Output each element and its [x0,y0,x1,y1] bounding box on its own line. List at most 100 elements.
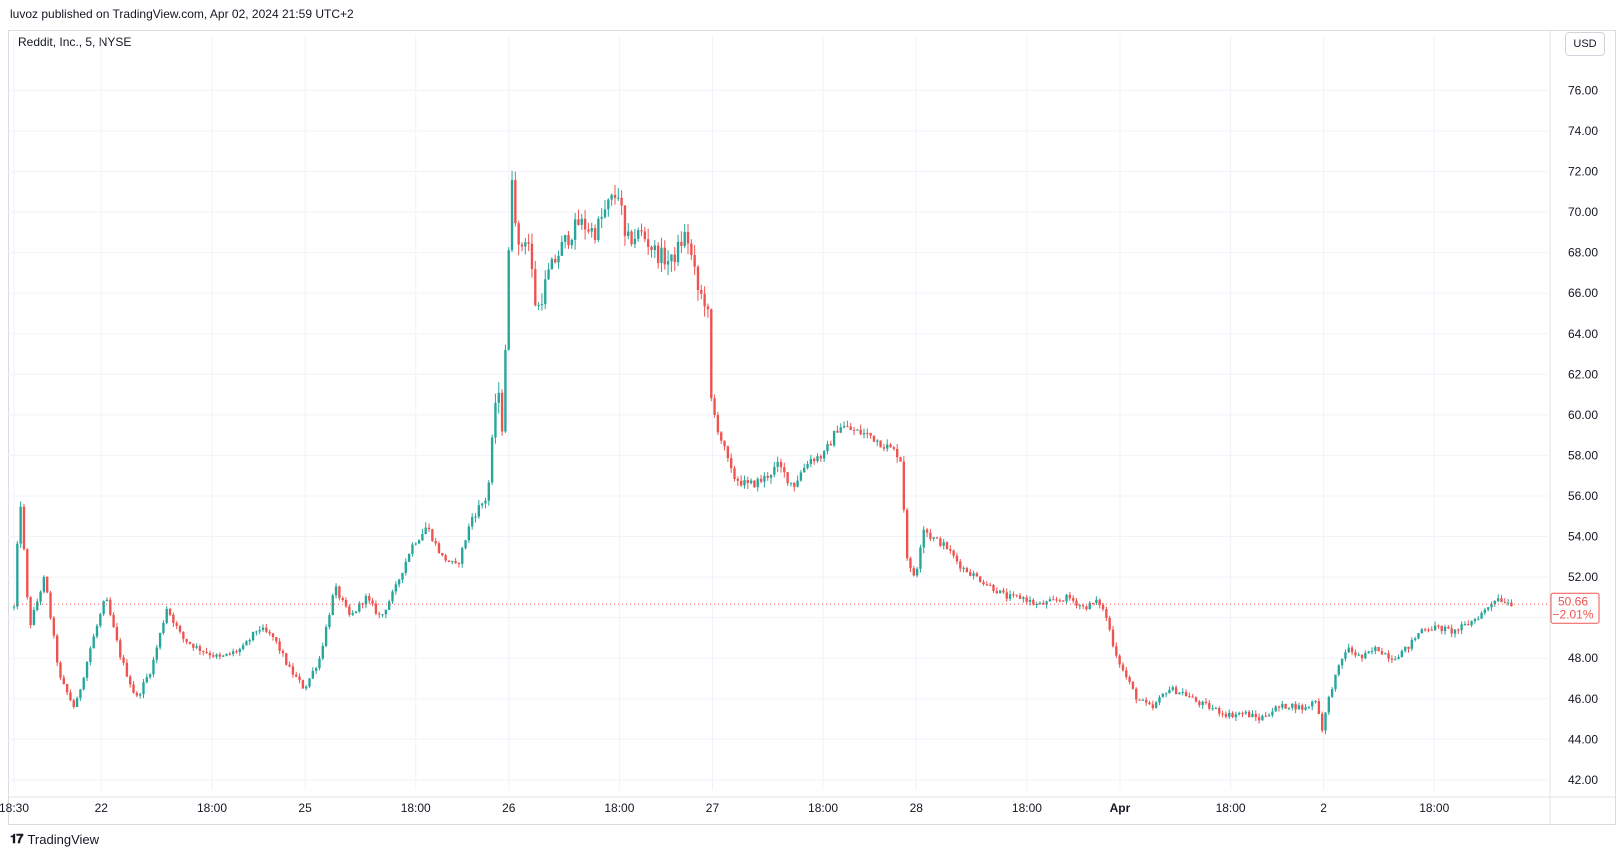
candle-body [1321,713,1324,731]
candle-body [988,584,992,586]
candle-body [1161,693,1164,698]
candle-body [341,597,344,601]
candle-body [620,197,623,206]
candle-body [135,692,139,696]
candle-body [138,694,142,696]
candle-body [285,653,288,665]
price-tick-label: 66.00 [1568,286,1598,300]
candle-body [500,392,504,432]
candle-body [1447,626,1450,629]
candle-body [1324,712,1327,731]
candle-body [879,440,882,448]
candle-body [1138,699,1141,701]
price-tick-label: 62.00 [1568,367,1598,381]
candle-body [1018,595,1022,599]
candle-body [471,517,474,527]
candle-body [105,599,109,602]
candle-body [597,218,600,241]
candle-body [1440,625,1443,632]
candle-body [182,631,185,639]
candle-body [563,234,567,242]
candle-body [1404,646,1407,651]
candle-body [394,584,398,592]
candle-body [909,558,912,569]
candle-body [1460,624,1463,631]
candle-body [46,576,49,593]
candle-body [1307,706,1311,708]
candle-body [872,435,876,442]
candle-body [451,561,454,563]
candle-body [461,548,464,564]
candle-body [388,601,391,610]
candle-body [829,443,832,446]
candle-body [1503,601,1506,603]
candle-body [613,194,617,198]
candle-body [759,478,763,482]
candle-body [454,561,457,564]
candle-body [577,219,580,225]
candle-body [1115,646,1118,656]
candle-body [115,626,119,641]
candle-body [248,640,251,642]
candle-body [1002,590,1005,593]
candle-body [1141,699,1145,701]
candle-body [1291,703,1294,708]
tradingview-brand[interactable]: 𝟏𝟕 TradingView [10,831,99,847]
candle-body [676,241,680,263]
currency-button[interactable]: USD [1565,32,1605,56]
candle-body [544,279,547,305]
candle-body [268,631,271,634]
candle-body [1337,665,1340,675]
candle-body [55,635,59,663]
candle-body [1158,697,1161,703]
candle-body [646,239,650,247]
candle-body [809,458,813,464]
candle-body [19,506,22,544]
candle-body [1055,599,1058,601]
candle-body [580,218,583,225]
candle-body [1364,653,1367,659]
candle-body [942,542,945,546]
candle-body [109,599,112,615]
candle-body [1038,602,1042,605]
candle-body [1500,598,1503,602]
candle-body [324,627,328,646]
candle-body [238,648,241,653]
candle-body [12,606,16,608]
price-tick-label: 54.00 [1568,530,1598,544]
candle-body [806,463,809,468]
candle-body [1317,701,1321,714]
candle-body [384,609,388,615]
candle-body [89,648,92,662]
candle-body [846,426,849,428]
candle-body [945,542,949,550]
candle-body [1417,633,1420,639]
candle-body [935,537,939,539]
candle-body [185,638,188,642]
candle-body [1480,612,1483,619]
candle-body [69,692,72,701]
candle-body [1506,602,1510,604]
candle-body [129,676,132,685]
candle-body [1387,653,1390,659]
candle-body [1483,609,1487,613]
candle-body [1427,629,1430,631]
candle-body [1344,652,1347,659]
candle-body [603,209,607,218]
candle-body [1496,598,1500,601]
candle-body [527,242,530,244]
price-tick-label: 70.00 [1568,205,1598,219]
candle-body [839,427,842,433]
candle-body [62,677,65,685]
candle-body [1188,696,1191,698]
candle-body [975,573,979,577]
candle-body [1374,647,1377,652]
price-tick-label: 74.00 [1568,124,1598,138]
candle-body [1327,696,1331,713]
candle-body [1201,701,1204,706]
candle-body [477,505,481,517]
candle-body [158,633,162,648]
price-tick-label: 68.00 [1568,246,1598,260]
candle-body [72,700,75,707]
